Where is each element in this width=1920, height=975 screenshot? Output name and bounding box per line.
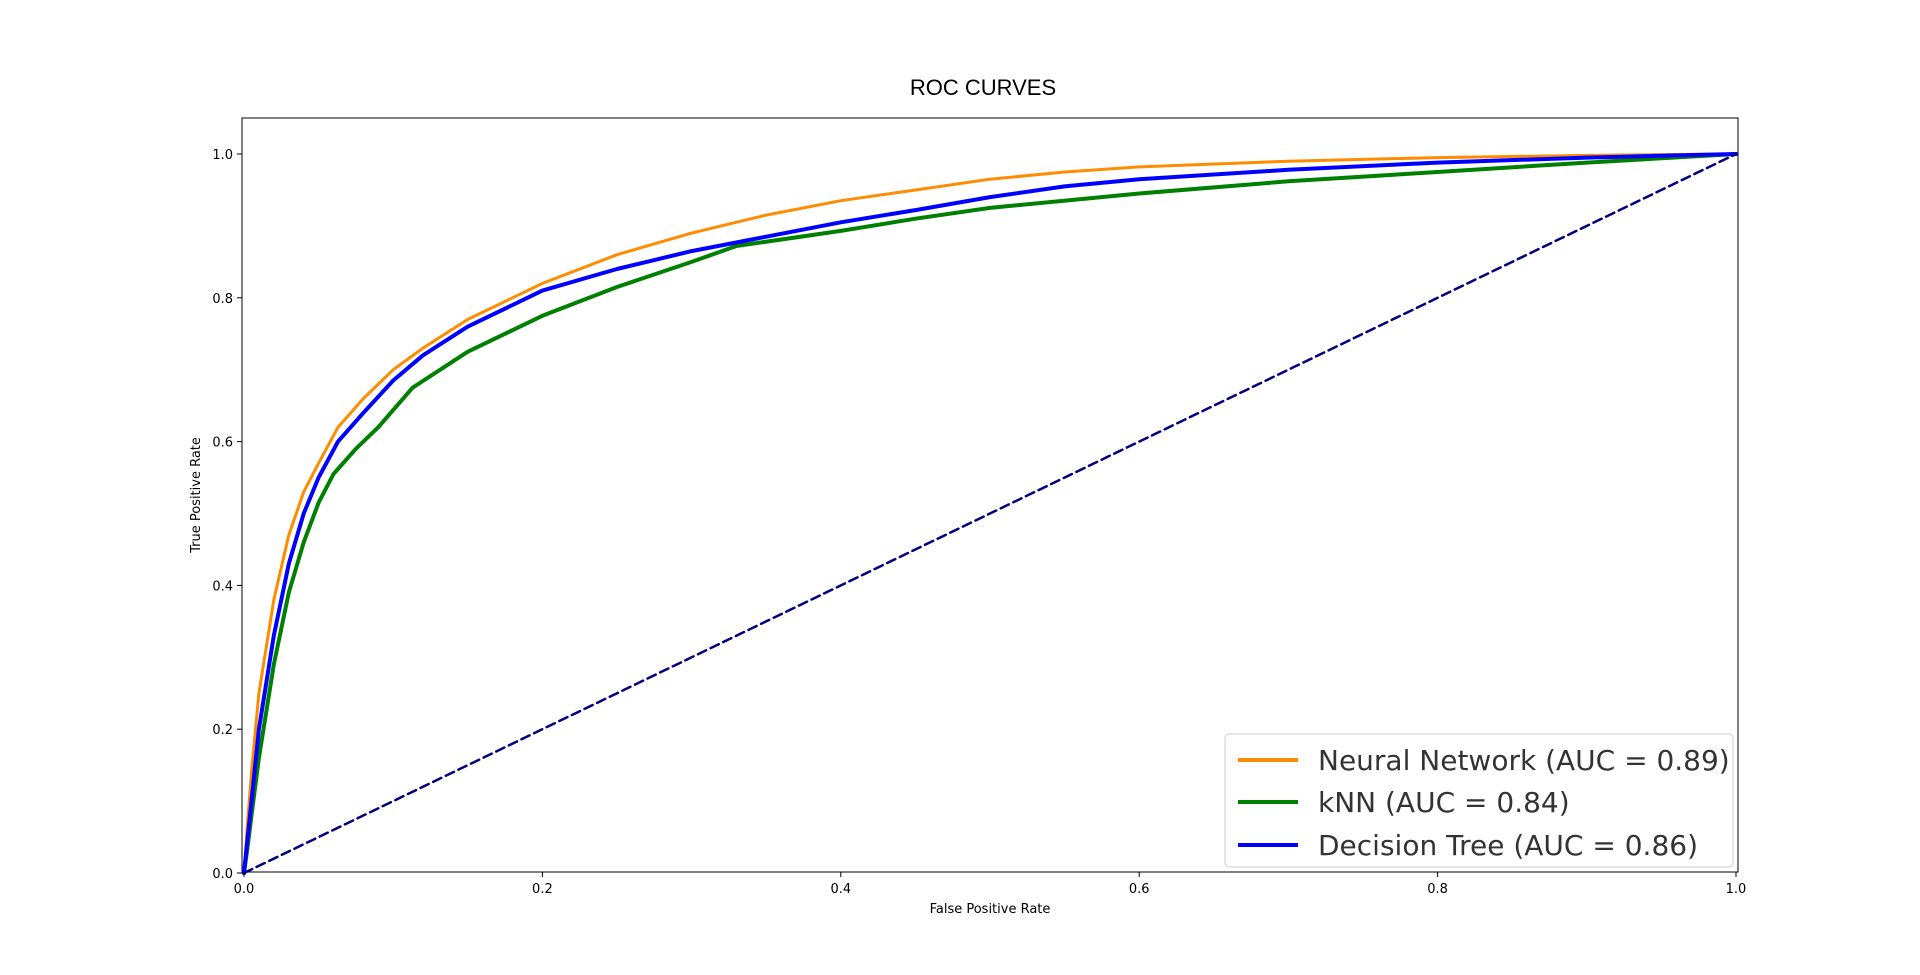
x-tick-label: 0.6 <box>1129 882 1150 897</box>
x-tick-label: 0.8 <box>1427 882 1448 897</box>
plot-area <box>241 117 1739 873</box>
y-tick-label: 0.2 <box>212 723 233 738</box>
legend-label: Decision Tree (AUC = 0.86) <box>1318 829 1698 862</box>
y-tick-label: 0.8 <box>212 292 233 307</box>
x-tick-label: 1.0 <box>1726 882 1747 897</box>
legend-label: Neural Network (AUC = 0.89) <box>1318 744 1730 777</box>
x-axis-label: False Positive Rate <box>930 902 1051 917</box>
x-tick-label: 0.2 <box>532 882 553 897</box>
y-tick-label: 1.0 <box>212 148 233 163</box>
legend-label: kNN (AUC = 0.84) <box>1318 786 1570 819</box>
series-group <box>242 152 1738 875</box>
chart-title: ROC CURVES <box>910 75 1056 100</box>
y-tick-label: 0.0 <box>212 867 233 882</box>
series-line-3 <box>242 152 1738 875</box>
y-tick-label: 0.4 <box>212 579 233 594</box>
x-tick-label: 0.4 <box>830 882 851 897</box>
y-axis-label: True Positive Rate <box>189 437 204 554</box>
y-tick-label: 0.6 <box>212 436 233 451</box>
x-tick-label: 0.0 <box>234 882 255 897</box>
diagonal-reference-line <box>242 152 1738 875</box>
legend-items: Neural Network (AUC = 0.89) kNN (AUC = 0.… <box>1238 744 1730 862</box>
series-line-1 <box>242 152 1738 875</box>
legend-box <box>1224 733 1734 868</box>
axis-ticks: 0.0 0.2 0.4 0.6 0.8 1.0 0.0 0.2 0.4 0.6 0.8 1.0 <box>212 148 1746 897</box>
legend: Neural Network (AUC = 0.89) kNN (AUC = 0.… <box>1224 733 1734 868</box>
series-line-2 <box>242 152 1738 875</box>
